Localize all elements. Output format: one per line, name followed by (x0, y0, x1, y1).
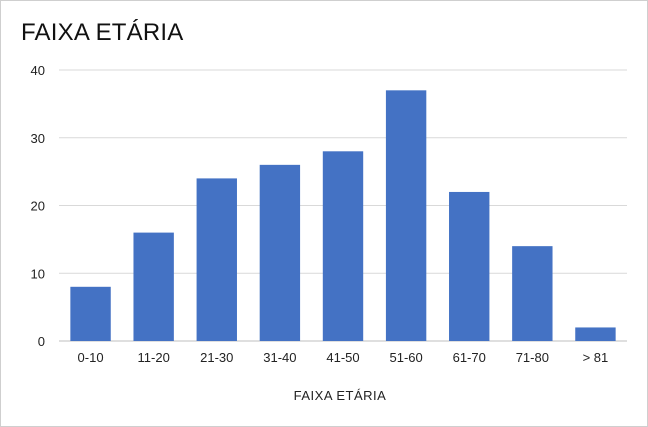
x-tick-label: 21-30 (200, 350, 233, 365)
bar (575, 327, 616, 341)
x-tick-label: 11-20 (138, 350, 170, 365)
x-tick-label: 0-10 (78, 350, 104, 365)
y-axis-ticks: 0 10 20 30 40 (31, 63, 45, 349)
bar (70, 286, 111, 341)
x-tick-label: 41-50 (326, 350, 359, 365)
y-tick-label: 30 (31, 131, 45, 146)
bar (512, 246, 553, 341)
y-tick-label: 20 (31, 199, 45, 214)
x-tick-label: 71-80 (516, 350, 549, 365)
x-axis-label: FAIXA ETÁRIA (294, 388, 387, 403)
y-tick-label: 40 (31, 63, 45, 78)
x-tick-label: 61-70 (453, 350, 486, 365)
x-tick-label: 51-60 (389, 350, 422, 365)
x-axis-ticks: 0-10 11-20 21-30 31-40 41-50 51-60 61-70 71-80 >… (78, 350, 609, 365)
chart-title: FAIXA ETÁRIA (21, 19, 184, 46)
bar (133, 232, 174, 341)
bars (70, 90, 616, 341)
y-tick-label: 0 (38, 334, 45, 349)
bar (449, 191, 490, 341)
y-tick-label: 10 (31, 266, 45, 281)
x-tick-label: > 81 (583, 350, 609, 365)
x-tick-label: 31-40 (263, 350, 296, 365)
bar (385, 90, 427, 341)
bar (259, 164, 301, 341)
bar (322, 151, 364, 341)
bar (196, 178, 237, 341)
